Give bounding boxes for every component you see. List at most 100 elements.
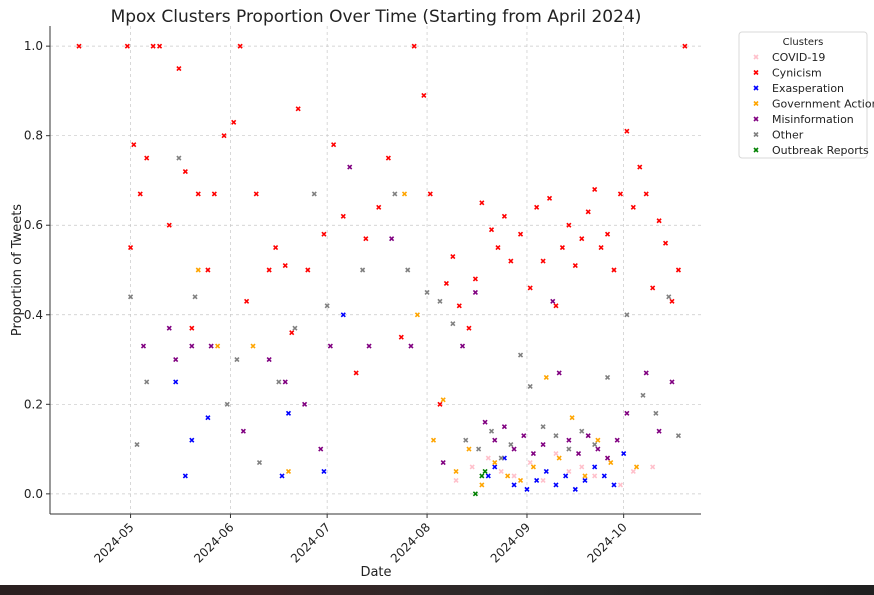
- legend-entry: Other: [772, 129, 804, 142]
- data-point: [566, 222, 572, 228]
- data-point: [456, 303, 462, 309]
- legend-marker: [753, 100, 759, 107]
- data-point: [182, 473, 188, 479]
- data-point: [266, 267, 272, 273]
- data-point: [595, 437, 601, 443]
- data-point: [572, 262, 578, 269]
- data-point: [224, 401, 230, 407]
- legend-marker: [753, 116, 759, 122]
- x-tick-label: 2024-08: [388, 520, 433, 565]
- data-point: [508, 258, 514, 264]
- data-point: [401, 191, 408, 197]
- data-point: [472, 289, 478, 295]
- data-point: [427, 191, 433, 197]
- legend-marker: [753, 69, 759, 76]
- data-point: [582, 473, 588, 479]
- data-point: [389, 236, 395, 242]
- y-tick-label: 0.6: [24, 218, 43, 232]
- data-point: [656, 428, 662, 434]
- data-point: [608, 459, 614, 466]
- data-point: [643, 370, 649, 376]
- data-point: [611, 267, 617, 273]
- y-tick-label: 0.8: [24, 129, 43, 143]
- data-point: [289, 330, 295, 336]
- y-tick-label: 0.0: [24, 487, 43, 501]
- legend-entry: COVID-19: [772, 51, 825, 64]
- data-point: [624, 128, 630, 134]
- data-point: [463, 437, 469, 443]
- data-point: [479, 473, 485, 479]
- data-point: [501, 213, 507, 219]
- legend-frame: [738, 31, 868, 159]
- data-point: [527, 459, 533, 466]
- data-point: [208, 343, 214, 349]
- data-point: [569, 415, 575, 421]
- data-point: [295, 106, 301, 112]
- data-point: [131, 142, 137, 148]
- data-point: [669, 379, 675, 385]
- data-point: [485, 455, 491, 461]
- data-point: [482, 468, 488, 475]
- y-tick-label: 1.0: [24, 39, 43, 53]
- data-points: [76, 43, 688, 497]
- data-point: [656, 218, 662, 224]
- data-point: [437, 298, 443, 304]
- data-point: [556, 370, 562, 376]
- data-point: [653, 410, 659, 416]
- data-point: [621, 450, 627, 457]
- legend-title: Clusters: [783, 37, 824, 48]
- data-point: [592, 442, 598, 448]
- data-point: [273, 245, 279, 251]
- data-point: [240, 428, 246, 434]
- legend-marker: [753, 85, 759, 91]
- data-point: [237, 43, 243, 49]
- data-point: [566, 446, 572, 452]
- data-point: [211, 191, 217, 197]
- data-point: [563, 473, 569, 479]
- y-tick-label: 0.2: [24, 397, 43, 411]
- data-point: [302, 401, 308, 407]
- data-point: [134, 442, 140, 448]
- data-point: [637, 164, 643, 170]
- legend-entry: Cynicism: [772, 67, 822, 80]
- data-point: [437, 401, 443, 407]
- data-point: [205, 267, 211, 273]
- data-point: [624, 312, 630, 318]
- data-point: [630, 204, 636, 210]
- data-point: [556, 455, 562, 461]
- data-point: [176, 155, 182, 161]
- data-point: [327, 343, 333, 349]
- data-point: [585, 209, 591, 215]
- data-point: [453, 477, 459, 483]
- data-point: [501, 424, 507, 430]
- data-point: [353, 370, 359, 376]
- data-point: [582, 477, 588, 483]
- data-point: [482, 419, 488, 425]
- data-point: [579, 236, 585, 242]
- data-point: [137, 191, 143, 197]
- data-point: [662, 240, 669, 246]
- data-point: [276, 379, 282, 385]
- data-point: [192, 294, 198, 300]
- x-axis-ticks: 2024-05 2024-06 2024-07 2024-08 2024-09 2024-…: [91, 514, 630, 566]
- y-tick-label: 0.4: [24, 308, 43, 322]
- data-point: [530, 450, 536, 457]
- data-point: [476, 446, 482, 452]
- data-point: [128, 294, 134, 300]
- data-point: [485, 473, 491, 479]
- data-point: [282, 262, 288, 269]
- data-point: [411, 43, 417, 49]
- data-point: [508, 442, 514, 448]
- data-point: [466, 446, 472, 452]
- data-point: [189, 343, 195, 349]
- data-point: [440, 459, 446, 466]
- data-point: [421, 92, 427, 98]
- legend-marker: [753, 131, 759, 138]
- data-point: [385, 155, 391, 161]
- x-tick-label: 2024-05: [91, 520, 136, 565]
- data-point: [472, 491, 478, 497]
- y-axis-label: Proportion of Tweets: [10, 204, 25, 336]
- data-point: [124, 43, 130, 49]
- data-point: [189, 325, 195, 331]
- data-point: [553, 450, 559, 457]
